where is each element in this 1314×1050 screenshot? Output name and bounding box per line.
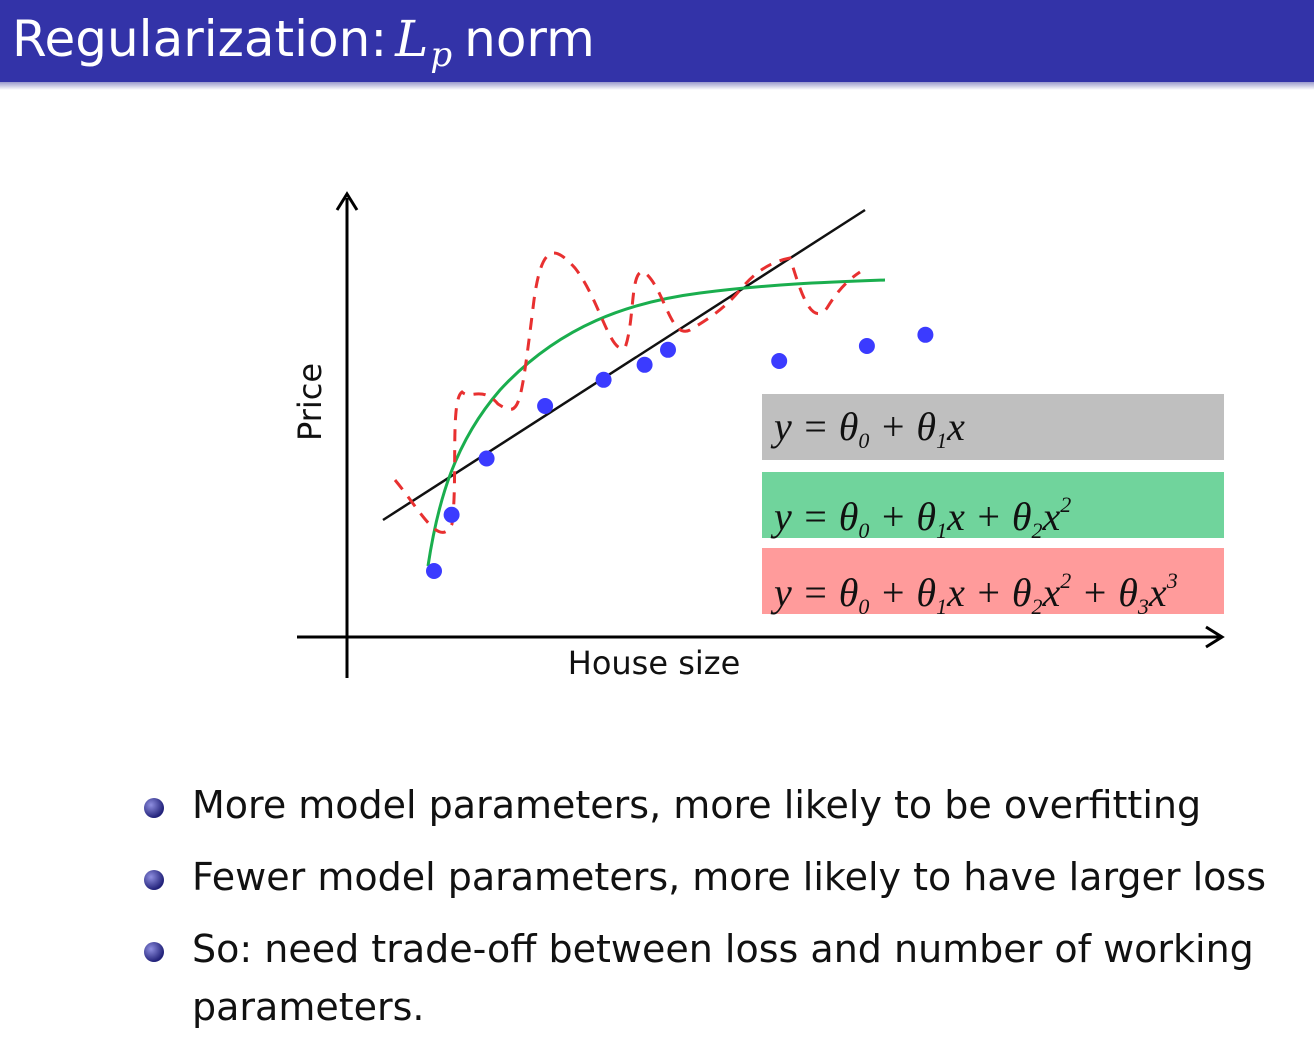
linear-fit-line [382, 208, 866, 522]
data-points [426, 326, 934, 579]
quadratic-fit-curve [426, 278, 886, 567]
data-point [443, 506, 460, 523]
bullet-item: Fewer model parameters, more likely to h… [140, 848, 1300, 906]
y-axis-label: Price [291, 363, 329, 441]
bullet-dot-icon [144, 798, 164, 818]
equation-quadratic: y = θ0 + θ1x + θ2x2 [762, 472, 1224, 543]
data-point [537, 398, 554, 414]
title-rest: norm [464, 10, 595, 68]
data-point [636, 356, 653, 373]
chart: House size Price [291, 191, 1225, 682]
title-math: Lp [395, 10, 453, 75]
bullet-item: So: need trade-off between loss and numb… [140, 920, 1300, 1036]
data-point [595, 371, 612, 388]
title-bar: Regularization: Lp norm [0, 0, 1314, 82]
bullet-item: More model parameters, more likely to be… [140, 776, 1300, 834]
data-point [771, 353, 788, 369]
bullet-dot-icon [144, 870, 164, 890]
data-point [660, 341, 676, 358]
bullet-dot-icon [144, 942, 164, 962]
bullet-list: More model parameters, more likely to be… [140, 776, 1300, 1050]
cubic-fit-curve [393, 251, 861, 534]
y-axis-arrow [335, 191, 359, 211]
axes: House size Price [291, 191, 1225, 682]
data-point [478, 450, 495, 467]
data-point [917, 326, 934, 343]
title-shadow [0, 82, 1314, 90]
x-axis-arrow [1205, 625, 1225, 649]
title-text: Regularization: [12, 10, 388, 68]
slide-title: Regularization: Lp norm [12, 8, 595, 86]
equation-cubic: y = θ0 + θ1x + θ2x2 + θ3x3 [762, 548, 1224, 619]
data-point [858, 338, 875, 354]
equation-linear: y = θ0 + θ1x [762, 394, 1224, 460]
x-axis-label: House size [568, 644, 741, 682]
data-point [426, 563, 442, 579]
